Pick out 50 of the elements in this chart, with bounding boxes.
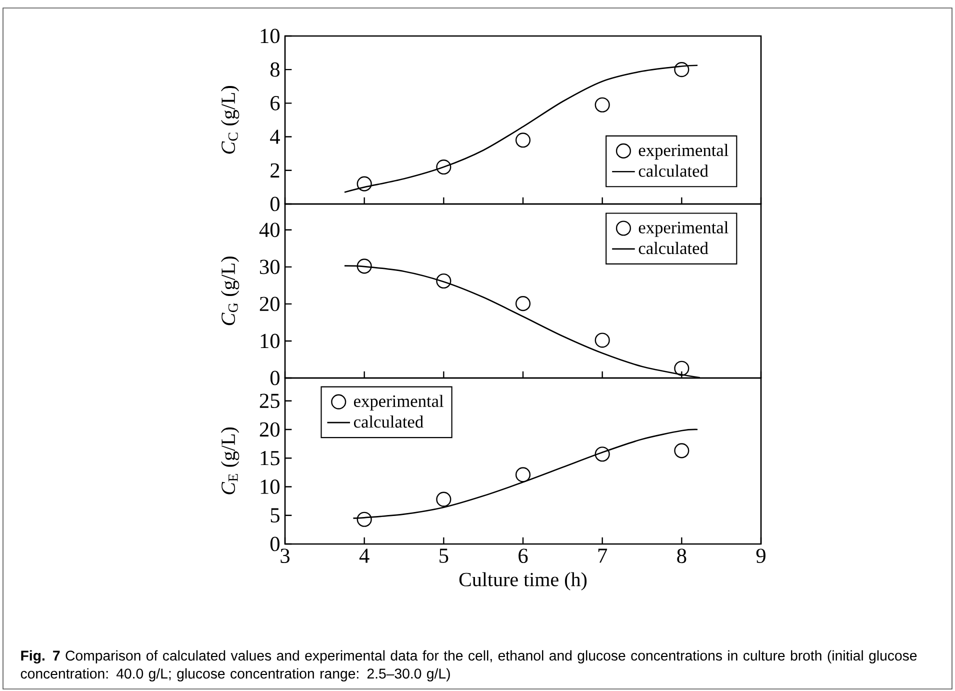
y-tick-label: 2 — [270, 163, 280, 178]
y-axis-title: C$_{E}$ (g/L) — [220, 427, 240, 494]
y-axis-title: C$_{G}$ (g/L) — [220, 256, 240, 326]
x-axis-title: Culture time (h) — [459, 572, 587, 590]
point — [674, 360, 690, 376]
y-tick-label: 20 — [260, 296, 280, 312]
legend-label: calculated — [354, 416, 424, 428]
y-axis-title: C$_{C}$ (g/L) — [220, 86, 240, 154]
legend-label: calculated — [638, 164, 708, 177]
y-tick-label: 0 — [270, 370, 280, 386]
point — [594, 446, 610, 462]
x-tick-label: 3 — [280, 548, 290, 564]
y-tick-label: 8 — [270, 62, 280, 77]
point — [515, 132, 531, 148]
point — [356, 176, 372, 192]
legend-label: experimental — [638, 144, 728, 160]
y-tick-label: 0 — [270, 196, 280, 212]
point — [515, 467, 531, 482]
point — [594, 97, 610, 112]
point — [674, 62, 690, 78]
point — [515, 296, 531, 312]
point — [674, 443, 690, 458]
y-tick-label: 10 — [260, 28, 280, 44]
y-tick-label: 10 — [260, 334, 280, 348]
legend-label: experimental — [638, 221, 728, 237]
y-tick-label: 40 — [259, 222, 280, 238]
legend-label: experimental — [354, 394, 444, 411]
point — [436, 159, 452, 175]
legend-label: calculated — [638, 242, 708, 254]
y-tick-label: 0 — [270, 536, 280, 552]
text: Fig. 7 Comparison of calculated values and experimental data for the cell, ethanol and glucose concentrations in culture broth (initial glucose concentration: 40.0 g/L; glucose concentration range: 2.5–30.0 g/L) — [20, 650, 917, 682]
y-tick-label: 5 — [270, 508, 280, 522]
x-tick-label: 7 — [598, 548, 608, 563]
y-tick-label: 30 — [260, 260, 280, 274]
point — [356, 258, 372, 274]
y-tick-label: 25 — [260, 394, 280, 408]
y-tick-label: 6 — [270, 96, 280, 110]
point — [594, 332, 610, 348]
point — [436, 492, 452, 507]
point — [436, 273, 452, 289]
y-tick-label: 15 — [260, 450, 280, 466]
x-tick-label: 4 — [359, 548, 370, 563]
y-tick-label: 10 — [260, 480, 280, 494]
x-tick-label: 6 — [518, 548, 528, 564]
y-tick-label: 4 — [270, 130, 280, 144]
y-tick-label: 20 — [260, 422, 280, 437]
point — [356, 512, 372, 527]
x-tick-label: 9 — [756, 548, 766, 564]
x-tick-label: 8 — [677, 548, 686, 564]
x-tick-label: 5 — [440, 548, 448, 563]
